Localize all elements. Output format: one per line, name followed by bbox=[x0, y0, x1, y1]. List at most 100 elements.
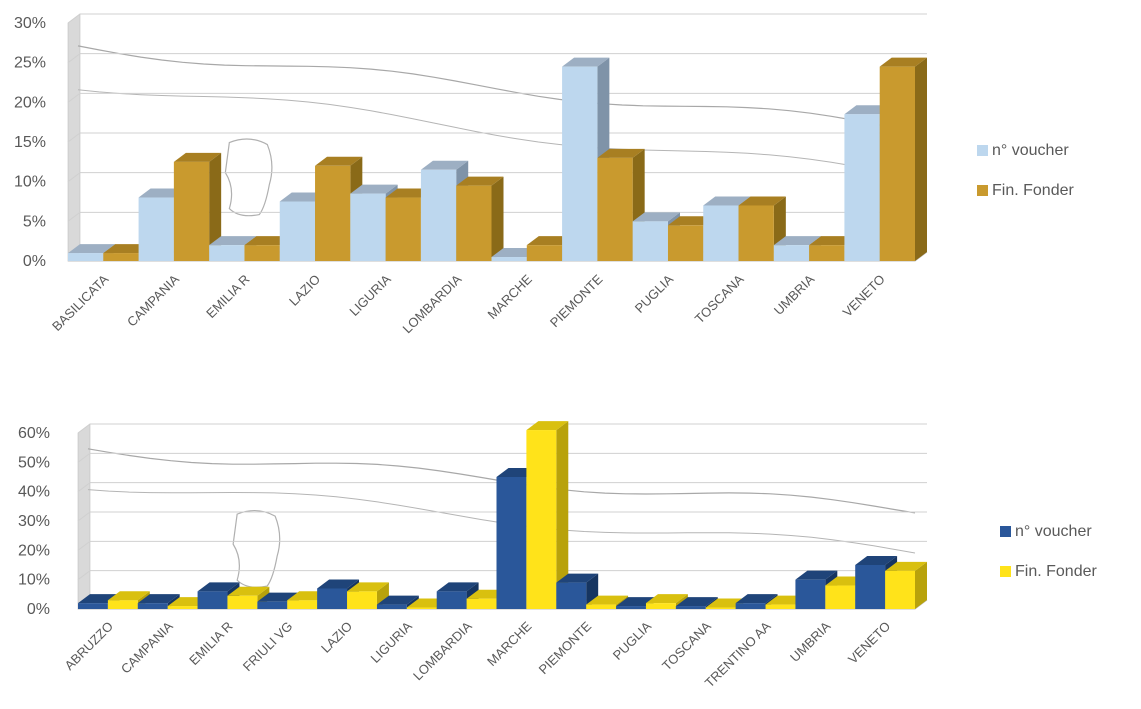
y-tick-label: 20% bbox=[18, 542, 50, 559]
bar-front bbox=[809, 245, 845, 261]
gridline bbox=[77, 423, 927, 434]
bar-front bbox=[735, 603, 766, 609]
bar-top bbox=[632, 212, 680, 222]
y-tick-label: 50% bbox=[18, 454, 50, 471]
bar-front bbox=[317, 588, 348, 609]
gridline bbox=[77, 511, 927, 522]
bar-front bbox=[616, 606, 646, 609]
bar-top bbox=[645, 594, 688, 604]
bar-front bbox=[315, 165, 351, 261]
bar-front bbox=[556, 582, 587, 609]
bar-front bbox=[597, 157, 633, 261]
x-tick-label: PUGLIA bbox=[610, 618, 655, 663]
bar-top bbox=[526, 421, 569, 431]
bar-top bbox=[586, 595, 629, 605]
bar-front bbox=[586, 604, 617, 609]
bar-front bbox=[738, 205, 774, 261]
bar-top bbox=[347, 582, 389, 592]
bar-front bbox=[795, 579, 826, 609]
x-tick-label: LIGURIA bbox=[368, 618, 416, 666]
bar-front bbox=[227, 595, 258, 609]
x-tick-label: VENETO bbox=[840, 272, 888, 320]
x-tick-label: LOMBARDIA bbox=[410, 618, 475, 683]
legend-label: n° voucher bbox=[1015, 523, 1092, 540]
x-tick-label: LAZIO bbox=[318, 619, 355, 656]
bar-top bbox=[436, 582, 479, 592]
x-tick-label: MARCHE bbox=[484, 618, 535, 669]
bar-front bbox=[825, 585, 856, 609]
bar-side bbox=[915, 561, 927, 609]
bar-front bbox=[436, 591, 467, 609]
bar-top bbox=[879, 57, 927, 67]
bar bbox=[347, 582, 389, 609]
x-tick-label: FRIULI VG bbox=[240, 619, 296, 675]
bar-front bbox=[562, 66, 598, 261]
map-coastline-outline bbox=[77, 45, 916, 133]
gridline bbox=[77, 452, 927, 463]
bar-front bbox=[703, 205, 739, 261]
bar-top bbox=[735, 594, 778, 604]
bar-front bbox=[491, 257, 527, 261]
bar-front bbox=[675, 606, 706, 609]
gridline bbox=[77, 482, 927, 493]
legend-swatch bbox=[977, 185, 988, 196]
bar-top bbox=[855, 556, 898, 565]
bar-front bbox=[209, 245, 245, 261]
bar-front bbox=[885, 570, 915, 609]
x-tick-label: PUGLIA bbox=[632, 271, 677, 316]
y-tick-label: 40% bbox=[18, 484, 50, 501]
bar bbox=[879, 57, 927, 262]
y-tick-label: 10% bbox=[14, 174, 46, 191]
x-tick-label: LIGURIA bbox=[346, 271, 394, 319]
bar-front bbox=[279, 201, 316, 261]
bar-front bbox=[137, 603, 168, 609]
bar-top bbox=[209, 236, 257, 246]
bar-front bbox=[78, 603, 108, 609]
x-tick-label: LAZIO bbox=[286, 272, 323, 309]
x-tick-label: LOMBARDIA bbox=[400, 271, 465, 336]
x-tick-label: EMILIA R bbox=[186, 619, 235, 668]
bar bbox=[173, 152, 222, 261]
bar-front bbox=[526, 245, 563, 261]
bar-front bbox=[855, 565, 886, 609]
gridline bbox=[67, 13, 927, 24]
bar-front bbox=[773, 245, 810, 261]
bar-front bbox=[287, 600, 318, 609]
x-tick-label: VENETO bbox=[845, 619, 893, 667]
bar-side bbox=[915, 57, 927, 262]
bar-top bbox=[350, 184, 398, 194]
bar-front bbox=[257, 601, 288, 609]
bar-front bbox=[167, 606, 198, 609]
bar-top bbox=[227, 586, 270, 596]
x-tick-label: TOSCANA bbox=[659, 618, 714, 673]
gridline bbox=[67, 53, 927, 64]
bar-top bbox=[315, 156, 363, 166]
bar-front bbox=[376, 604, 407, 609]
y-tick-label: 0% bbox=[23, 253, 46, 270]
bar-top bbox=[137, 594, 180, 604]
bar-front bbox=[138, 197, 174, 261]
x-tick-label: CAMPANIA bbox=[124, 271, 182, 329]
bar-top bbox=[107, 591, 150, 601]
bar-front bbox=[406, 607, 437, 609]
bar-top bbox=[738, 196, 786, 206]
legend-swatch bbox=[1000, 526, 1011, 537]
y-tick-label: 25% bbox=[14, 55, 46, 72]
y-tick-label: 30% bbox=[14, 15, 46, 32]
bar-front bbox=[632, 221, 668, 261]
y-tick-label: 20% bbox=[14, 94, 46, 111]
x-tick-label: MARCHE bbox=[484, 271, 535, 322]
x-tick-label: PIEMONTE bbox=[536, 618, 595, 677]
bar-top bbox=[562, 57, 610, 67]
bar-front bbox=[466, 598, 497, 609]
gridline bbox=[67, 132, 927, 143]
bar-front bbox=[68, 253, 104, 261]
bar-front bbox=[765, 604, 796, 609]
x-tick-label: TOSCANA bbox=[692, 271, 747, 326]
bar-side bbox=[491, 176, 504, 261]
x-tick-label: CAMPANIA bbox=[118, 618, 176, 676]
bar-front bbox=[496, 477, 527, 609]
bar-top bbox=[173, 152, 222, 162]
gridline bbox=[77, 570, 927, 581]
